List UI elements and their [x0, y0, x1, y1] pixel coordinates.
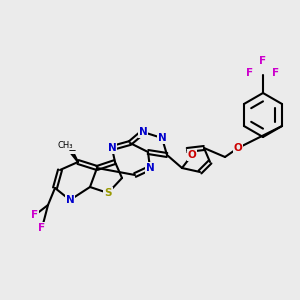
Text: S: S — [104, 188, 112, 198]
Text: F: F — [260, 56, 267, 66]
Text: F: F — [272, 68, 280, 78]
Text: F: F — [246, 68, 254, 78]
Text: N: N — [158, 133, 166, 143]
Text: N: N — [146, 163, 154, 173]
Text: N: N — [108, 143, 116, 153]
Text: F: F — [38, 223, 46, 233]
Text: F: F — [32, 210, 39, 220]
Text: O: O — [234, 143, 242, 153]
Text: CH₃: CH₃ — [57, 140, 73, 149]
Text: —: — — [68, 147, 76, 153]
Text: O: O — [188, 150, 196, 160]
Text: N: N — [66, 195, 74, 205]
Text: N: N — [139, 127, 147, 137]
